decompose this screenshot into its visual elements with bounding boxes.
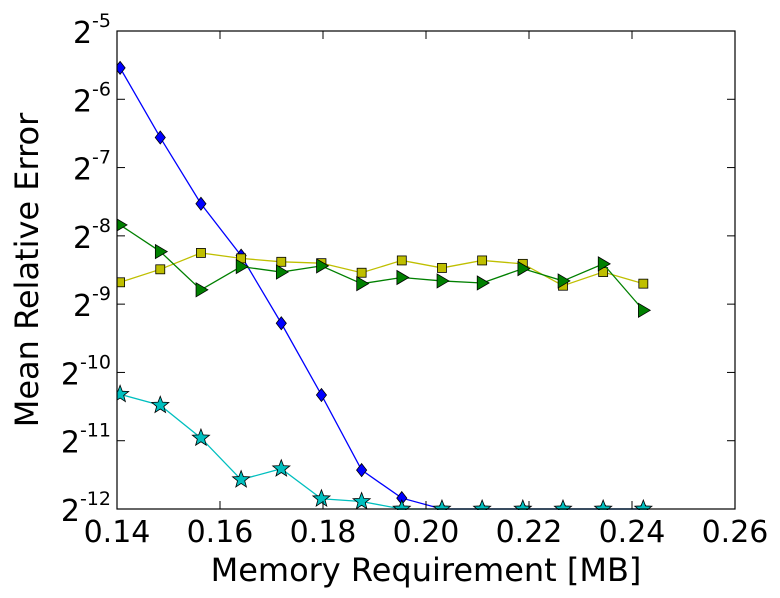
- data-point-diamond: [195, 196, 207, 211]
- data-point-square: [356, 267, 367, 278]
- data-point-triangle-right: [195, 282, 209, 298]
- y-tick-label: 2-9: [73, 283, 111, 324]
- series-line: [119, 252, 644, 287]
- data-point-star: [351, 491, 372, 510]
- y-tick-label: 2-10: [61, 351, 111, 392]
- data-point-square: [477, 255, 488, 266]
- data-point-triangle-right: [275, 264, 290, 280]
- data-point-diamond: [117, 60, 126, 76]
- data-point-square: [196, 248, 206, 258]
- series-triangle-right: [117, 218, 652, 318]
- data-point-triangle-right: [436, 273, 450, 289]
- data-point-triangle-right: [557, 273, 571, 289]
- x-tick-label: 0.24: [599, 515, 666, 550]
- y-tick-label: 2-11: [61, 420, 111, 461]
- data-point-triangle-right: [476, 275, 490, 291]
- series-line: [119, 224, 644, 311]
- x-axis-label: Memory Requirement [MB]: [211, 551, 642, 589]
- data-point-star: [191, 427, 211, 447]
- data-point-star: [633, 498, 653, 510]
- y-tick-label: 2-6: [73, 78, 111, 119]
- data-point-star: [392, 498, 412, 510]
- plot-frame: [116, 30, 736, 510]
- y-tick-label: 2-12: [61, 488, 111, 529]
- data-point-diamond: [275, 316, 287, 331]
- data-point-triangle-right: [517, 260, 531, 277]
- data-point-star: [231, 469, 251, 488]
- series-star: [117, 384, 653, 510]
- data-point-triangle-right: [235, 258, 249, 275]
- data-point-triangle-right: [396, 269, 410, 286]
- series-line: [119, 393, 644, 510]
- x-tick-label: 0.26: [702, 515, 769, 550]
- data-point-star: [432, 498, 452, 510]
- plot-area: [117, 60, 653, 510]
- data-point-diamond: [154, 130, 166, 145]
- x-tick-label: 0.16: [187, 515, 254, 550]
- data-point-square: [396, 255, 407, 266]
- data-point-star: [472, 498, 492, 510]
- data-point-square: [155, 264, 166, 275]
- data-point-star: [271, 458, 291, 477]
- data-point-triangle-right: [316, 258, 330, 274]
- data-point-star: [553, 498, 573, 510]
- data-point-square: [638, 278, 649, 289]
- y-tick-label: 2-7: [73, 147, 111, 188]
- x-tick-label: 0.22: [496, 515, 563, 550]
- x-tick-label: 0.20: [393, 515, 460, 550]
- data-point-triangle-right: [117, 218, 128, 232]
- data-point-square: [276, 256, 287, 267]
- data-point-star: [150, 395, 170, 414]
- axis-ticks: 0.14 0.16 0.18 0.20 0.22 0.24 0.26 2-5 2-6 2-7 2-8…: [61, 10, 769, 550]
- data-point-triangle-right: [638, 302, 652, 318]
- data-point-triangle-right: [597, 256, 611, 272]
- data-point-star: [117, 384, 130, 403]
- data-point-square: [117, 277, 125, 288]
- data-point-star: [593, 498, 613, 510]
- data-point-triangle-right: [356, 275, 370, 292]
- y-axis-label: Mean Relative Error: [8, 112, 46, 427]
- data-point-star: [311, 488, 332, 507]
- y-tick-label: 2-8: [73, 215, 111, 256]
- series-diamond: [117, 60, 649, 510]
- data-point-diamond: [315, 387, 328, 403]
- y-tick-label: 2-5: [73, 10, 111, 51]
- data-point-diamond: [356, 462, 368, 478]
- data-point-triangle-right: [154, 243, 169, 260]
- x-tick-label: 0.14: [84, 515, 151, 550]
- data-point-square: [437, 263, 447, 273]
- x-tick-label: 0.18: [290, 515, 357, 550]
